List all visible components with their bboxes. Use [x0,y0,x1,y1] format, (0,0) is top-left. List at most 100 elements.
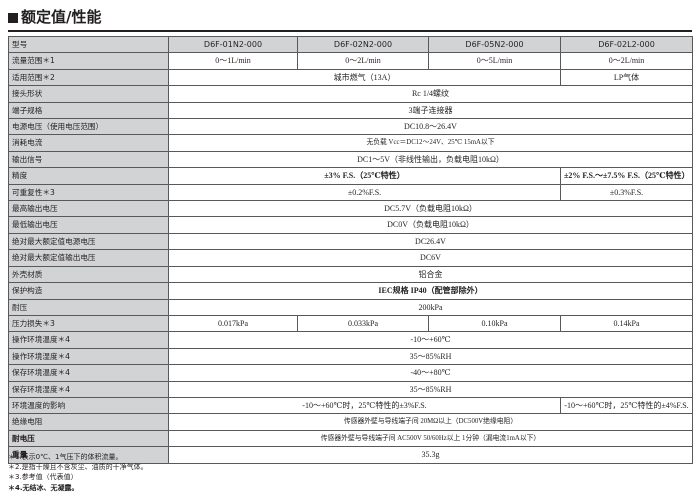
table-row: 耐电压 传感器外壁与导线端子间 AC500V 50/60Hz以上 1分钟（漏电流1… [8,429,693,448]
table-cell: 城市燃气（13A） [168,68,561,87]
footnote: ＊2.是指干燥且不含灰尘、油质的干净气体。 [8,463,148,472]
table-cell: LP气体 [560,68,693,87]
row-label: 最低输出电压 [8,216,169,234]
row-label: 接头形状 [8,85,169,103]
row-label: 重量 [8,446,169,464]
table-cell: -10～+60℃时，25℃特性的±3%F.S. [168,396,561,415]
table-cell: DC10.8～26.4V [168,118,693,136]
table-cell: -40～+80℃ [168,364,693,382]
table-cell: DC1～5V（非线性输出，负载电阻10kΩ） [168,150,693,169]
row-label: 最高输出电压 [8,200,169,218]
table-cell: ±2% F.S.～±7.5% F.S.（25℃特性） [560,167,693,185]
table-row: 电源电压（使用电压范围） DC10.8～26.4V [8,118,693,136]
column-header: D6F-02L2-000 [560,35,693,54]
table-row: 流量范围＊1 0～1L/min 0～2L/min 0～5L/min 0～2L/min [8,52,693,70]
table-row: 环境温度的影响 -10～+60℃时，25℃特性的±3%F.S. -10～+60℃时，… [8,396,693,415]
table-row: 最高输出电压 DC5.7V（负载电阻10kΩ） [8,200,693,218]
table-cell: 35～85%RH [168,347,693,366]
table-cell: 0.10kPa [428,314,561,333]
table-cell: 传感器外壁与导线端子间 AC500V 50/60Hz以上 1分钟（漏电流1mA以… [168,429,693,448]
table-cell: IEC规格 IP40（配管部除外） [168,282,693,300]
table-body: 型号 D6F-01N2-000 D6F-02N2-000 D6F-05N2-000 D6… [8,35,693,464]
table-cell: 0～2L/min [297,52,429,70]
table-cell: 200kPa [168,298,693,316]
table-cell: -10～+60℃时，25℃特性的±4%F.S. [560,396,693,415]
table-cell: DC6V [168,249,693,267]
page-title: 额定值/性能 [8,6,692,32]
row-label: 保存环境温度＊4 [8,364,169,382]
table-row: 端子规格 3端子连接器 [8,101,693,120]
row-label: 绝缘电阻 [8,413,169,431]
row-label: 端子规格 [8,101,169,120]
table-cell: -10～+60℃ [168,331,693,349]
table-cell: 铝合金 [168,265,693,284]
table-row: 绝对最大额定值电源电压 DC26.4V [8,232,693,251]
footnote: ＊4.无结冰、无凝露。 [8,483,79,492]
row-label: 精度 [8,167,169,185]
row-label: 型号 [8,35,169,54]
row-label: 流量范围＊1 [8,52,169,70]
table-row: 保护构造 IEC规格 IP40（配管部除外） [8,282,693,300]
column-header: D6F-01N2-000 [168,35,298,54]
table-row: 适用范围＊2 城市燃气（13A） LP气体 [8,68,693,87]
row-label: 保护构造 [8,282,169,300]
table-cell: 35～85%RH [168,380,693,398]
table-row: 耐压 200kPa [8,298,693,316]
table-cell: 0.14kPa [560,314,693,333]
row-label: 保存环境湿度＊4 [8,380,169,398]
table-row: 型号 D6F-01N2-000 D6F-02N2-000 D6F-05N2-000 D6… [8,35,693,54]
row-label: 操作环境温度＊4 [8,331,169,349]
row-label: 外壳材质 [8,265,169,284]
table-cell: DC26.4V [168,232,693,251]
table-row: 保存环境温度＊4 -40～+80℃ [8,364,693,382]
square-bullet-icon [8,13,18,23]
table-cell: ±3% F.S.（25℃特性） [168,167,561,185]
table-row: 输出信号 DC1～5V（非线性输出，负载电阻10kΩ） [8,150,693,169]
table-row: 可重复性＊3 ±0.2%F.S. ±0.3%F.S. [8,183,693,202]
table-cell: 35.3g [168,446,693,464]
table-row: 外壳材质 铝合金 [8,265,693,284]
table-cell: 0～5L/min [428,52,561,70]
table-row: 精度 ±3% F.S.（25℃特性） ±2% F.S.～±7.5% F.S.（25℃… [8,167,693,185]
row-label: 输出信号 [8,150,169,169]
column-header: D6F-02N2-000 [297,35,429,54]
footnotes: ＊1.表示0℃、1气压下的体积流量。 ＊2.是指干燥且不含灰尘、油质的干净气体。＊… [8,452,408,493]
table-row: 保存环境湿度＊4 35～85%RH [8,380,693,398]
table-row: 压力损失＊3 0.017kPa 0.033kPa 0.10kPa 0.14kPa [8,314,693,333]
row-label: 绝对最大额定值输出电压 [8,249,169,267]
ratings-performance-table: 型号 D6F-01N2-000 D6F-02N2-000 D6F-05N2-000 D6… [8,35,693,464]
table-row: 重量 35.3g [8,446,693,464]
table-cell: 0.017kPa [168,314,298,333]
row-label: 可重复性＊3 [8,183,169,202]
row-label: 压力损失＊3 [8,314,169,333]
row-label: 耐电压 [8,429,169,448]
table-cell: DC0V（负载电阻10kΩ） [168,216,693,234]
table-row: 操作环境湿度＊4 35～85%RH [8,347,693,366]
table-cell: DC5.7V（负载电阻10kΩ） [168,200,693,218]
table-row: 操作环境温度＊4 -10～+60℃ [8,331,693,349]
page-title-text: 额定值/性能 [21,7,102,26]
table-row: 绝缘电阻 传感器外壁与导线端子间 20MΩ以上（DC500V绝缘电阻） [8,413,693,431]
table-row: 消耗电流 无负载 Vcc＝DC12～24V、25℃ 15mA以下 [8,134,693,152]
table-cell: Rc 1/4螺纹 [168,85,693,103]
row-label: 操作环境湿度＊4 [8,347,169,366]
row-label: 绝对最大额定值电源电压 [8,232,169,251]
footnote: ＊1.表示0℃、1气压下的体积流量。 [8,453,123,461]
table-cell: 0～2L/min [560,52,693,70]
table-cell: ±0.2%F.S. [168,183,561,202]
table-cell: 3端子连接器 [168,101,693,120]
row-label: 电源电压（使用电压范围） [8,118,169,136]
column-header: D6F-05N2-000 [428,35,561,54]
table-row: 绝对最大额定值输出电压 DC6V [8,249,693,267]
table-cell: ±0.3%F.S. [560,183,693,202]
table-row: 接头形状 Rc 1/4螺纹 [8,85,693,103]
row-label: 适用范围＊2 [8,68,169,87]
row-label: 耐压 [8,298,169,316]
table-cell: 传感器外壁与导线端子间 20MΩ以上（DC500V绝缘电阻） [168,413,693,431]
table-row: 最低输出电压 DC0V（负载电阻10kΩ） [8,216,693,234]
footnote: ＊3.参考值（代表值） [8,473,78,482]
table-cell: 0～1L/min [168,52,298,70]
table-cell: 无负载 Vcc＝DC12～24V、25℃ 15mA以下 [168,134,693,152]
row-label: 消耗电流 [8,134,169,152]
